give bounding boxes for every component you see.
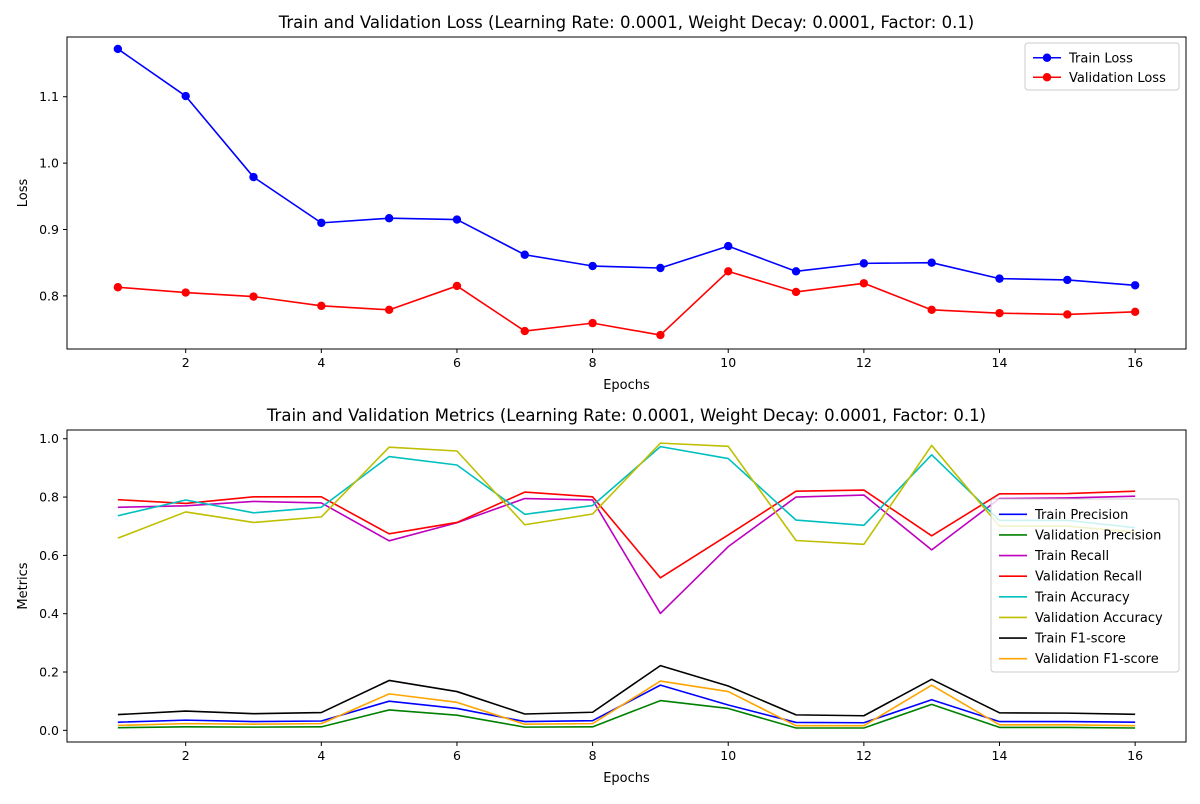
data-point (113, 44, 123, 54)
legend: Train Loss Validation Loss (1024, 42, 1180, 91)
data-point (452, 215, 462, 224)
legend-label: Validation F1-score (1035, 652, 1159, 667)
y-tick-label: 0.6 (39, 548, 59, 563)
series-line-7 (117, 664, 1136, 717)
series-line-2 (117, 699, 1136, 729)
data-point (317, 301, 326, 311)
x-tick-label: 10 (720, 748, 736, 763)
series-line-8 (117, 680, 1136, 727)
data-point (384, 214, 394, 223)
data-point (588, 261, 597, 271)
data-point (859, 259, 869, 268)
y-tick-label: 0.2 (39, 665, 59, 680)
x-axis-label: Epochs (603, 771, 650, 786)
y-tick-label: 1.0 (39, 431, 59, 446)
legend-label: Validation Accuracy (1035, 611, 1163, 626)
y-tick-label: 0.9 (39, 222, 59, 237)
y-tick-label: 0.4 (39, 606, 59, 621)
chart-panel-2: Train and Validation Metrics (Learning R… (16, 406, 1187, 786)
chart-panel-1: Train and Validation Loss (Learning Rate… (16, 13, 1187, 393)
y-axis-label: Loss (16, 179, 31, 208)
data-point (317, 218, 326, 228)
legend-label: Train Loss (1068, 51, 1133, 66)
data-point (520, 250, 529, 259)
data-point (181, 288, 190, 297)
y-tick-label: 0.0 (39, 723, 59, 738)
x-tick-label: 16 (1127, 355, 1143, 370)
chart-title: Train and Validation Metrics (Learning R… (266, 406, 986, 425)
legend-label: Train Precision (1034, 508, 1128, 523)
x-tick-label: 8 (589, 748, 597, 763)
x-tick-label: 6 (453, 355, 461, 370)
plot-frame (66, 36, 1187, 350)
x-tick-label: 10 (720, 355, 736, 370)
legend-label: Validation Recall (1035, 570, 1142, 585)
data-point (656, 263, 665, 273)
series-line-5 (117, 445, 1136, 529)
data-point (724, 241, 733, 251)
x-tick-label: 12 (856, 748, 872, 763)
x-tick-label: 12 (856, 355, 872, 370)
x-tick-label: 8 (589, 355, 597, 370)
data-point (181, 91, 190, 101)
legend-label: Train Accuracy (1034, 590, 1130, 605)
legend-marker (1042, 73, 1052, 82)
data-point (995, 274, 1004, 283)
data-point (1063, 310, 1072, 319)
y-tick-label: 1.0 (39, 156, 59, 171)
data-point (791, 287, 801, 297)
y-tick-label: 1.1 (39, 89, 59, 104)
x-tick-label: 14 (992, 748, 1008, 763)
x-tick-label: 4 (317, 355, 325, 370)
x-tick-label: 6 (453, 748, 461, 763)
data-point (588, 318, 597, 328)
chart-title: Train and Validation Loss (Learning Rate… (278, 13, 975, 32)
series-line-6 (117, 442, 1136, 546)
x-tick-label: 2 (182, 355, 190, 370)
y-tick-label: 0.8 (39, 288, 59, 303)
data-point (724, 267, 733, 276)
series-line-3 (117, 494, 1136, 615)
data-point (1130, 281, 1140, 290)
y-tick-label: 0.8 (39, 490, 59, 505)
x-axis-label: Epochs (603, 378, 650, 393)
data-point (927, 258, 936, 267)
legend-label: Train Recall (1034, 549, 1109, 564)
series-line-4 (117, 489, 1136, 579)
x-tick-label: 16 (1127, 748, 1143, 763)
data-point (791, 267, 801, 276)
data-point (249, 292, 258, 301)
data-point (452, 281, 462, 291)
plot-frame (66, 429, 1187, 743)
data-point (520, 326, 529, 336)
data-point (249, 172, 258, 182)
legend-label: Validation Precision (1035, 528, 1161, 543)
legend-box (1024, 42, 1180, 91)
series-line-2 (117, 270, 1136, 336)
series-line-1 (117, 48, 1136, 287)
y-axis-label: Metrics (16, 562, 31, 609)
data-point (1130, 307, 1140, 317)
data-point (927, 305, 936, 315)
data-point (113, 283, 123, 292)
data-point (656, 330, 665, 340)
legend-label: Train F1-score (1034, 632, 1126, 647)
x-tick-label: 4 (317, 748, 325, 763)
data-point (859, 279, 869, 288)
x-tick-label: 14 (992, 355, 1008, 370)
legend-box (990, 498, 1180, 673)
data-point (384, 305, 394, 315)
x-tick-label: 2 (182, 748, 190, 763)
data-point (995, 308, 1004, 318)
legend-label: Validation Loss (1069, 71, 1166, 86)
data-point (1063, 275, 1072, 285)
legend-marker (1042, 53, 1052, 62)
legend: Train Precision Validation Precision Train… (990, 498, 1180, 673)
